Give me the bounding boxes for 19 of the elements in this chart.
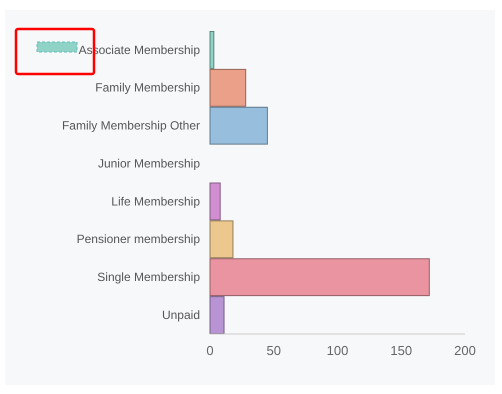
x-tick-label: 50 xyxy=(266,343,281,358)
y-tick-label: Junior Membership xyxy=(98,156,200,170)
y-tick-label: Life Membership xyxy=(111,194,200,208)
x-tick-label: 0 xyxy=(206,343,214,358)
bar xyxy=(210,296,225,334)
bar xyxy=(210,182,221,220)
y-tick-label: Unpaid xyxy=(162,308,200,322)
y-tick-label: Family Membership xyxy=(95,80,200,95)
y-tick-label: Family Membership Other xyxy=(62,118,200,133)
bar xyxy=(210,68,246,107)
bar xyxy=(210,106,268,145)
x-tick-label: 150 xyxy=(390,343,412,358)
x-tick-label: 100 xyxy=(326,343,348,358)
bar xyxy=(210,220,234,258)
y-tick-label: Single Membership xyxy=(97,270,200,284)
bar xyxy=(210,31,214,69)
y-tick-label: Pensioner membership xyxy=(76,232,200,246)
bar xyxy=(210,258,430,296)
x-tick-label: 200 xyxy=(454,343,476,358)
